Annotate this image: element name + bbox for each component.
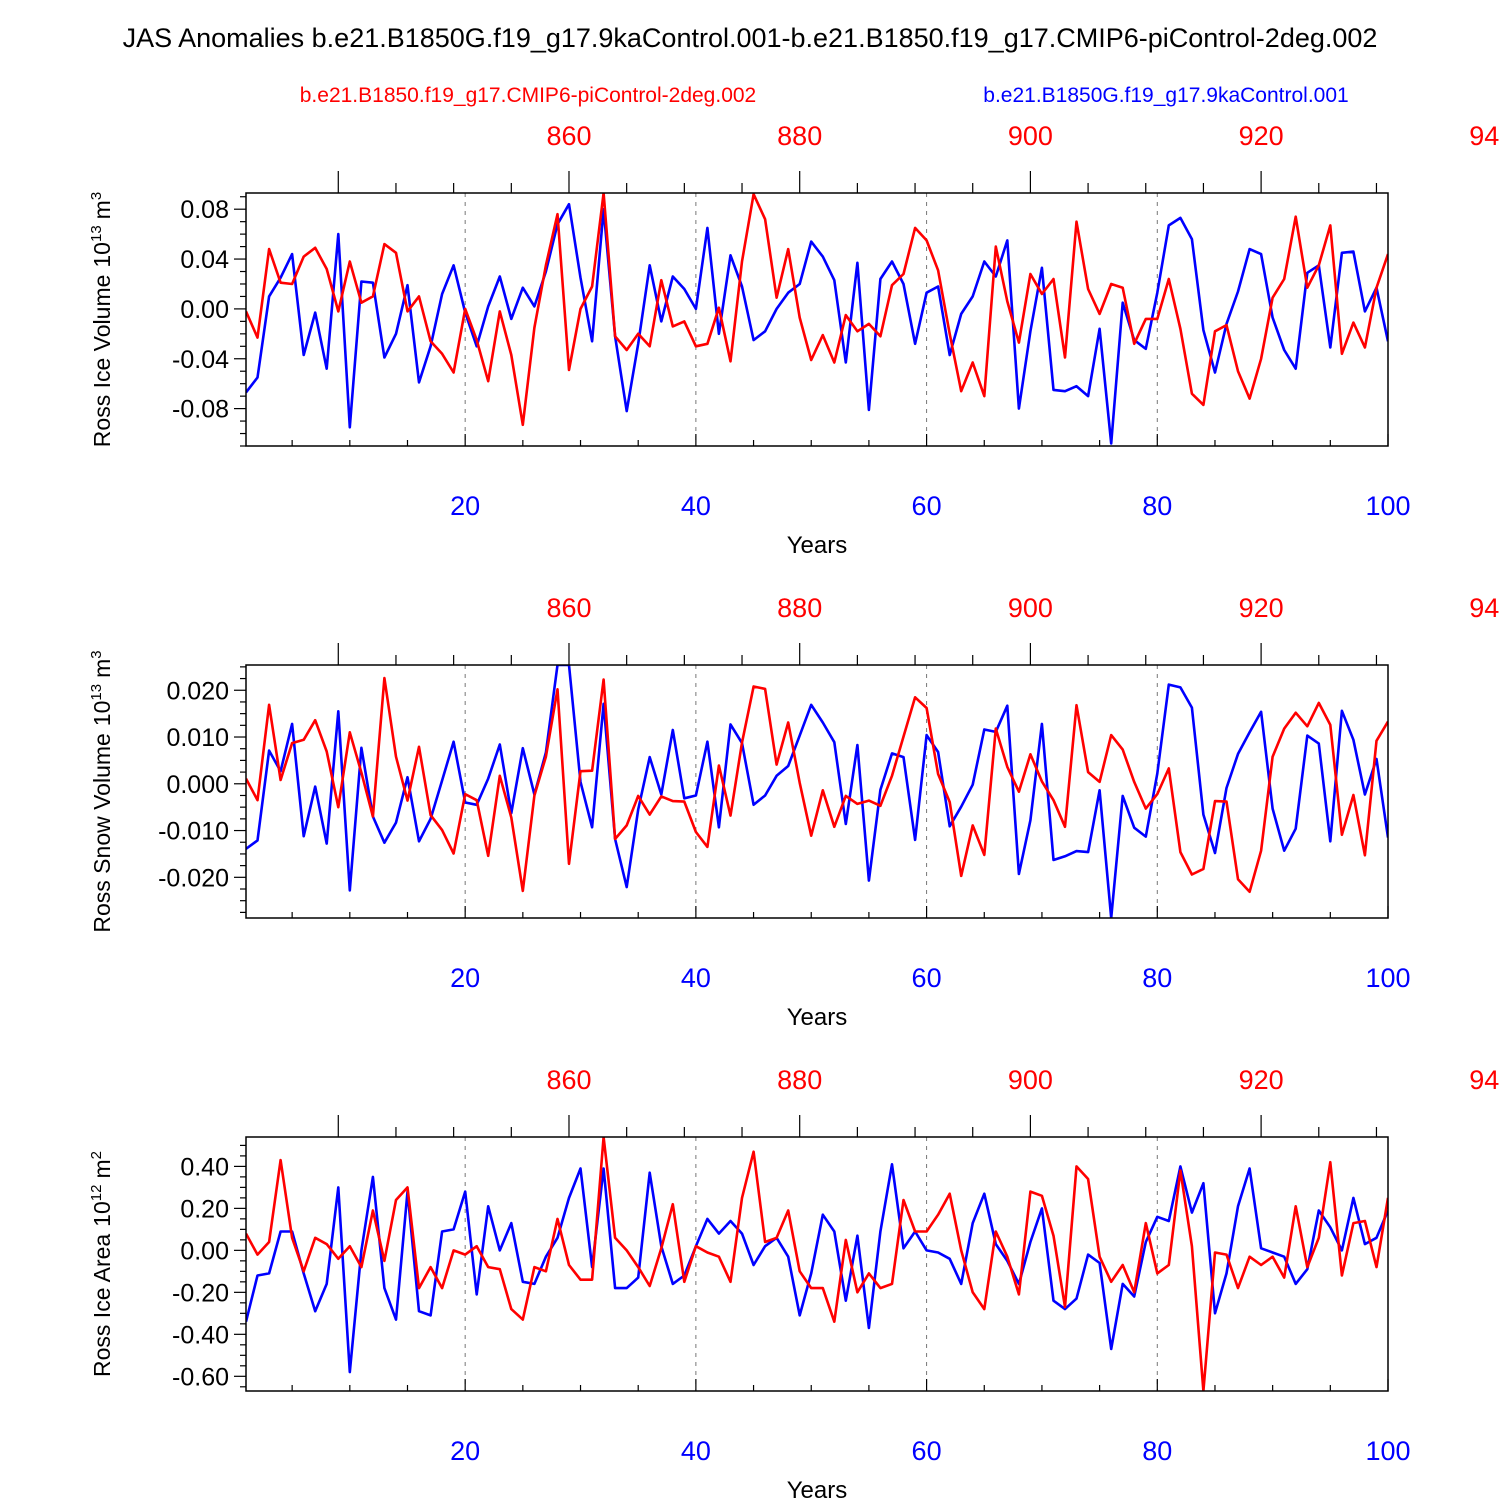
x-tick-label: 100 [1365,491,1410,521]
plot-frame [245,192,1389,447]
y-tick-label: -0.40 [172,1321,229,1349]
top-tick-label: 900 [1008,593,1053,623]
x-tick-label: 100 [1365,1436,1410,1466]
legend-red-label: b.e21.B1850.f19_g17.CMIP6-piControl-2deg… [300,84,756,107]
x-axis-label: Years [787,532,848,559]
y-tick-label: -0.04 [172,346,229,374]
y-tick-label: -0.20 [172,1279,229,1307]
y-axis-label: Ross Ice Area 1012 m2 [88,1151,115,1377]
x-tick-label: 100 [1365,963,1410,993]
top-tick-label: 900 [1008,1065,1053,1095]
y-axis-label-exponent: 12 [88,1185,105,1202]
x-tick-label: 60 [912,963,942,993]
x-tick-label: 40 [681,963,711,993]
x-axis-label: Years [787,1004,848,1031]
legend-blue-label: b.e21.B1850G.f19_g17.9kaControl.001 [983,84,1348,107]
x-axis-label: Years [787,1477,848,1500]
panel-ross-snow-volume: -0.020 -0.010 0.000 0.010 0.020 20 40 60 80 100 Ye… [88,593,1500,1031]
panel-ross-ice-volume: -0.08 -0.04 0.00 0.04 0.08 20 40 60 80 100 Years 86… [88,121,1500,559]
plot-frame [245,664,1389,919]
y-axis-label-base: 10 [89,242,115,268]
y-axis-label-name: Ross Ice Volume [89,275,115,448]
x-tick-label: 80 [1142,963,1172,993]
y-axis-label-exponent: 13 [88,684,105,701]
y-tick-label: -0.020 [158,864,229,892]
x-tick-label: 20 [450,1436,480,1466]
series-line-blue [246,202,1388,445]
y-axis-label-unit: m [89,1159,115,1178]
y-tick-label: -0.08 [172,396,229,424]
chart-panels: -0.08 -0.04 0.00 0.04 0.08 20 40 60 80 100 Years 86… [88,121,1500,1504]
y-axis-label-exponent: 13 [88,225,105,242]
top-tick-label: 860 [546,593,591,623]
y-tick-label: 0.04 [180,246,229,274]
x-tick-label: 80 [1142,1436,1172,1466]
y-axis-label-unit-exponent: 2 [88,1151,105,1159]
panel-ross-ice-area: -0.60 -0.40 -0.20 0.00 0.20 0.40 20 40 60 80 100 Ye… [88,1065,1500,1504]
y-tick-label: 0.020 [166,677,229,705]
series-line-red [246,1137,1388,1391]
y-axis-label-unit: m [89,659,115,678]
y-tick-label: 0.08 [180,196,229,224]
y-tick-label: 0.00 [180,1237,229,1265]
y-axis-label-name: Ross Ice Area [89,1234,115,1377]
y-axis-label: Ross Snow Volume 1013 m3 [88,650,115,932]
figure-title: JAS Anomalies b.e21.B1850G.f19_g17.9kaCo… [123,23,1378,53]
top-tick-label: 860 [546,1065,591,1095]
top-tick-label: 920 [1239,593,1284,623]
y-axis-label-unit-exponent: 3 [88,650,105,658]
x-tick-label: 80 [1142,491,1172,521]
y-tick-label: -0.010 [158,818,229,846]
x-tick-label: 40 [681,1436,711,1466]
y-tick-label: 0.010 [166,724,229,752]
top-tick-label: 860 [546,121,591,151]
x-tick-label: 60 [912,491,942,521]
x-tick-label: 20 [450,491,480,521]
y-tick-label: 0.00 [180,296,229,324]
series-line-blue [246,665,1388,918]
y-axis-label-base: 10 [89,701,115,727]
y-tick-label: 0.20 [180,1195,229,1223]
top-tick-label: 940 [1469,593,1500,623]
y-tick-label: -0.60 [172,1363,229,1391]
y-axis-label-name: Ross Snow Volume [89,733,115,932]
y-axis-label-base: 10 [89,1201,115,1227]
y-tick-label: 0.40 [180,1153,229,1181]
top-tick-label: 940 [1469,121,1500,151]
x-tick-label: 60 [912,1436,942,1466]
top-tick-label: 920 [1239,121,1284,151]
series-line-red [246,193,1388,427]
top-tick-label: 920 [1239,1065,1284,1095]
top-tick-label: 880 [777,593,822,623]
top-tick-label: 900 [1008,121,1053,151]
top-tick-label: 940 [1469,1065,1500,1095]
y-axis-label: Ross Ice Volume 1013 m3 [88,192,115,447]
series-line-red [246,676,1388,894]
plot-frame [245,1136,1389,1392]
series-line-blue [246,1163,1388,1374]
top-tick-label: 880 [777,121,822,151]
y-axis-label-unit: m [89,200,115,219]
y-axis-label-unit-exponent: 3 [88,192,105,200]
top-tick-label: 880 [777,1065,822,1095]
x-tick-label: 40 [681,491,711,521]
y-tick-label: 0.000 [166,771,229,799]
x-tick-label: 20 [450,963,480,993]
